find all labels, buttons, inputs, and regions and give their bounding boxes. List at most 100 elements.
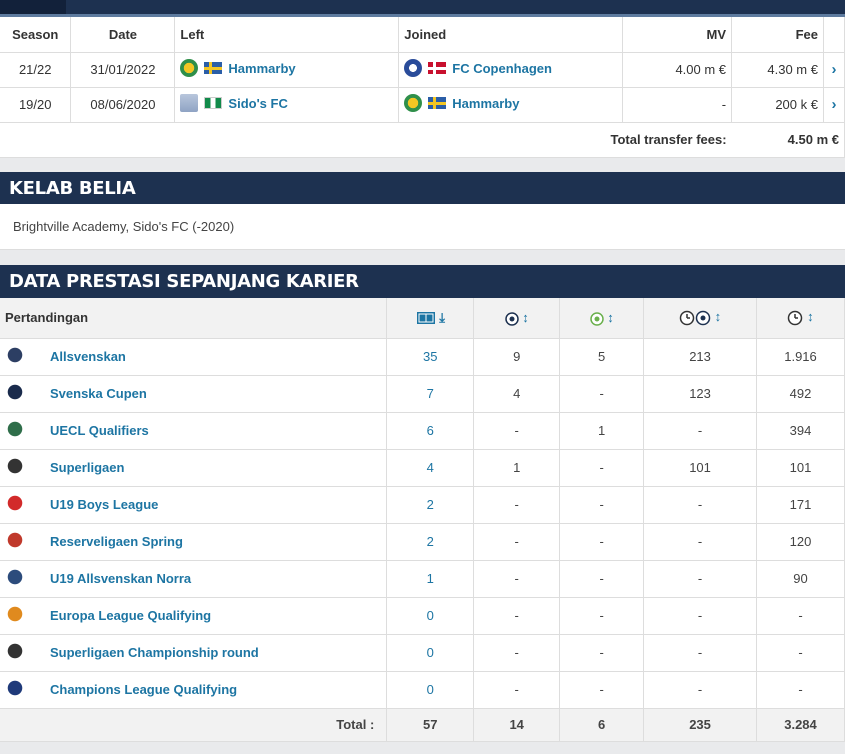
appearances-value: 6 <box>386 412 475 450</box>
assists-icon <box>589 311 604 326</box>
competition-link[interactable]: Superligaen Championship round <box>50 645 259 660</box>
youth-section-title: KELAB BELIA <box>9 177 136 199</box>
competition-cell: UECL Qualifiers <box>0 412 388 450</box>
col-minutes-played[interactable]: ↕ <box>756 298 845 339</box>
club-link[interactable]: FC Copenhagen <box>452 60 552 76</box>
career-stats-table: Pertandingan ⤓ ↕ ↕ ↕ ↕ Allsvenskan 3 <box>0 298 845 742</box>
competition-cell: U19 Boys League <box>0 486 388 524</box>
competition-cell: Reserveligaen Spring <box>0 523 388 561</box>
appearances-link[interactable]: 7 <box>426 386 434 401</box>
goals-value: - <box>473 486 561 524</box>
minutes-played-value: 492 <box>756 375 845 413</box>
hammarby-crest-icon[interactable] <box>180 59 199 77</box>
sort-icon[interactable]: ↕ <box>522 309 529 325</box>
competition-link[interactable]: Allsvenskan <box>50 349 126 364</box>
assists-value: 5 <box>559 338 645 376</box>
col-mv[interactable]: MV <box>622 17 733 53</box>
assists-value: - <box>559 671 645 709</box>
col-left[interactable]: Left <box>174 17 400 53</box>
appearances-link[interactable]: 6 <box>426 423 434 438</box>
competition-logo-icon[interactable] <box>5 383 25 404</box>
assists-value: - <box>559 560 645 598</box>
goals-value: - <box>473 671 561 709</box>
appearances-value: 2 <box>386 523 475 561</box>
appearances-value: 0 <box>386 634 475 672</box>
minutes-played-value: 90 <box>756 560 845 598</box>
competition-logo-icon[interactable] <box>5 605 25 626</box>
appearances-icon <box>416 312 435 325</box>
appearances-link[interactable]: 2 <box>426 534 434 549</box>
club-link[interactable]: Sido's FC <box>228 95 288 111</box>
assists-value: 1 <box>559 412 645 450</box>
goals-value: 1 <box>473 449 561 487</box>
col-competition: Pertandingan <box>0 298 388 339</box>
competition-link[interactable]: Europa League Qualifying <box>50 608 212 623</box>
col-fee[interactable]: Fee <box>731 17 824 53</box>
minutes-played-value: 120 <box>756 523 845 561</box>
minutes-per-goal-value: - <box>643 671 758 709</box>
career-total-row: Total : 57 14 6 235 3.284 <box>0 708 845 742</box>
fc-copenhagen-crest-icon[interactable] <box>404 59 423 77</box>
youth-section-header: KELAB BELIA <box>0 172 845 204</box>
competition-link[interactable]: Svenska Cupen <box>50 386 147 401</box>
sort-icon[interactable]: ↕ <box>807 309 814 325</box>
assists-value: - <box>559 523 645 561</box>
club-link[interactable]: Hammarby <box>452 95 520 111</box>
col-season[interactable]: Season <box>0 17 72 53</box>
appearances-link[interactable]: 35 <box>423 349 438 364</box>
total-appearances: 57 <box>386 708 475 742</box>
minutes-per-goal-value: - <box>643 560 758 598</box>
competition-cell: Superligaen <box>0 449 388 487</box>
col-goals[interactable]: ↕ <box>473 298 561 339</box>
appearances-link[interactable]: 2 <box>426 497 434 512</box>
sort-icon[interactable]: ↕ <box>607 309 614 325</box>
competition-row: Champions League Qualifying 0- - - - <box>0 671 845 709</box>
appearances-value: 0 <box>386 671 475 709</box>
sidos-fc-crest-icon[interactable] <box>180 94 199 112</box>
appearances-value: 7 <box>386 375 475 413</box>
competition-link[interactable]: UECL Qualifiers <box>50 423 149 438</box>
competition-link[interactable]: Superligaen <box>50 460 125 475</box>
goals-value: - <box>473 523 561 561</box>
appearances-link[interactable]: 0 <box>426 645 434 660</box>
minutes-played-value: 101 <box>756 449 845 487</box>
chevron-right-icon[interactable]: › <box>823 52 845 88</box>
competition-link[interactable]: Champions League Qualifying <box>50 682 238 697</box>
transfer-mv: - <box>622 87 733 123</box>
top-bar <box>0 0 845 17</box>
hammarby-crest-icon[interactable] <box>404 94 423 112</box>
competition-logo-icon[interactable] <box>5 642 25 663</box>
assists-value: - <box>559 449 645 487</box>
sweden-flag-icon <box>204 62 223 74</box>
col-date[interactable]: Date <box>70 17 176 53</box>
minutes-played-value: - <box>756 597 845 635</box>
appearances-link[interactable]: 0 <box>426 682 434 697</box>
competition-link[interactable]: U19 Boys League <box>50 497 159 512</box>
competition-logo-icon[interactable] <box>5 494 25 515</box>
col-appearances[interactable]: ⤓ <box>386 298 475 339</box>
active-tab[interactable] <box>0 0 66 16</box>
competition-link[interactable]: U19 Allsvenskan Norra <box>50 571 192 586</box>
col-spacer <box>823 17 845 53</box>
goals-value: - <box>473 597 561 635</box>
sort-down-icon[interactable]: ⤓ <box>439 309 445 325</box>
col-minutes-per-goal[interactable]: ↕ <box>643 298 758 339</box>
competition-logo-icon[interactable] <box>5 679 25 700</box>
club-link[interactable]: Hammarby <box>228 60 296 76</box>
competition-link[interactable]: Reserveligaen Spring <box>50 534 183 549</box>
competition-logo-icon[interactable] <box>5 531 25 552</box>
appearances-link[interactable]: 1 <box>426 571 434 586</box>
col-joined[interactable]: Joined <box>398 17 624 53</box>
denmark-flag-icon <box>428 62 447 74</box>
chevron-right-icon[interactable]: › <box>823 87 845 123</box>
appearances-link[interactable]: 0 <box>426 608 434 623</box>
competition-logo-icon[interactable] <box>5 346 25 367</box>
sort-icon[interactable]: ↕ <box>714 309 722 325</box>
competition-logo-icon[interactable] <box>5 568 25 589</box>
appearances-value: 0 <box>386 597 475 635</box>
appearances-link[interactable]: 4 <box>426 460 434 475</box>
competition-logo-icon[interactable] <box>5 457 25 478</box>
goals-value: 4 <box>473 375 561 413</box>
col-assists[interactable]: ↕ <box>559 298 645 339</box>
competition-logo-icon[interactable] <box>5 420 25 441</box>
